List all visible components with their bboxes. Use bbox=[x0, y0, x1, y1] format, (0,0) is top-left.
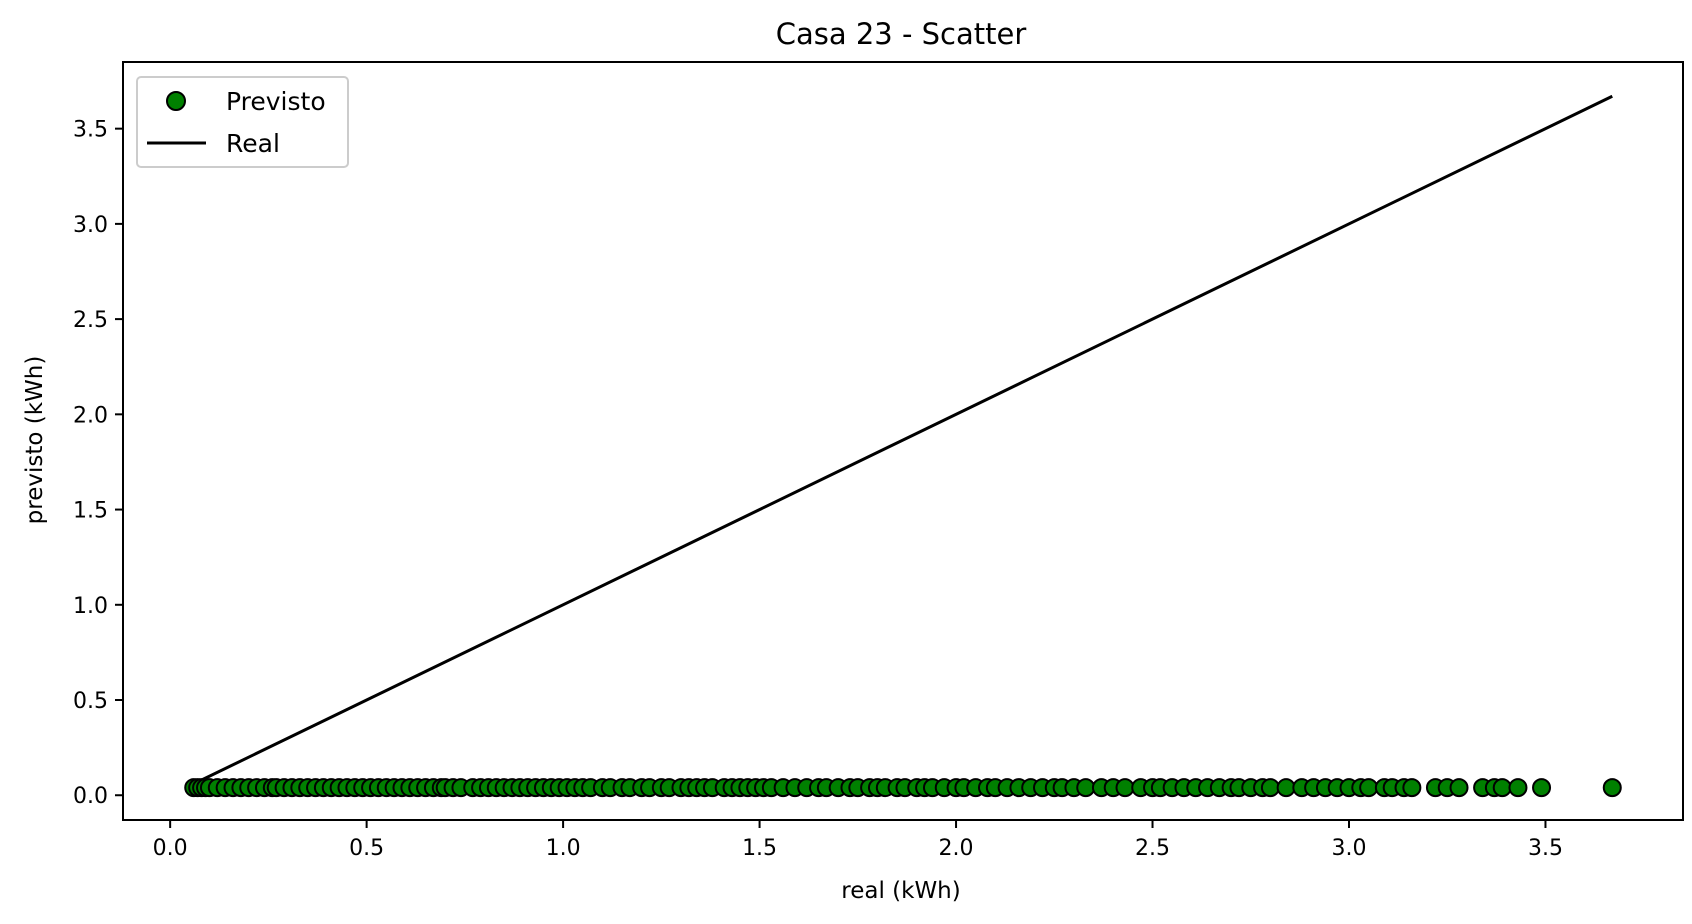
plot-area bbox=[184, 94, 1622, 798]
chart-title: Casa 23 - Scatter bbox=[776, 17, 1027, 51]
axes: 0.0 0.5 1.0 1.5 2.0 2.5 3.0 3.5 0.0 0.5 1.0 1.5 2.0 2… bbox=[73, 61, 1684, 861]
scatter-point bbox=[1532, 778, 1552, 798]
scatter-point bbox=[1449, 778, 1469, 798]
x-axis-title: real (kWh) bbox=[841, 878, 960, 904]
scatter-point bbox=[1602, 778, 1622, 798]
x-tick-label: 0.0 bbox=[153, 836, 188, 861]
y-tick-label: 2.0 bbox=[73, 403, 108, 428]
scatter-point bbox=[1402, 778, 1422, 798]
scatter-point bbox=[1115, 778, 1135, 798]
x-tick-label: 1.5 bbox=[742, 836, 777, 861]
x-tick-label: 0.5 bbox=[349, 836, 384, 861]
real-line bbox=[200, 94, 1613, 782]
legend: Previsto Real bbox=[136, 76, 349, 168]
y-tick-label: 0.5 bbox=[73, 689, 108, 714]
x-tick-label: 3.5 bbox=[1528, 836, 1563, 861]
scatter-point bbox=[1359, 778, 1379, 798]
scatter-point bbox=[1276, 778, 1296, 798]
scatter-point bbox=[1260, 778, 1280, 798]
scatter-point bbox=[1076, 778, 1096, 798]
y-tick-label: 1.0 bbox=[73, 594, 108, 619]
y-tick-label: 3.5 bbox=[73, 118, 108, 143]
legend-label-previsto: Previsto bbox=[226, 87, 326, 116]
y-tick-label: 0.0 bbox=[73, 784, 108, 809]
y-axis-title: previsto (kWh) bbox=[22, 356, 48, 525]
x-tick-label: 2.5 bbox=[1135, 836, 1170, 861]
plot-frame bbox=[122, 61, 1684, 821]
x-tick-label: 3.0 bbox=[1331, 836, 1366, 861]
scatter-point bbox=[1508, 778, 1528, 798]
legend-marker-previsto bbox=[166, 91, 186, 111]
y-tick-label: 2.5 bbox=[73, 308, 108, 333]
legend-label-real: Real bbox=[226, 129, 280, 158]
y-tick-label: 1.5 bbox=[73, 499, 108, 524]
y-tick-label: 3.0 bbox=[73, 213, 108, 238]
x-tick-label: 1.0 bbox=[546, 836, 581, 861]
scatter-point bbox=[1492, 778, 1512, 798]
x-tick-label: 2.0 bbox=[939, 836, 974, 861]
